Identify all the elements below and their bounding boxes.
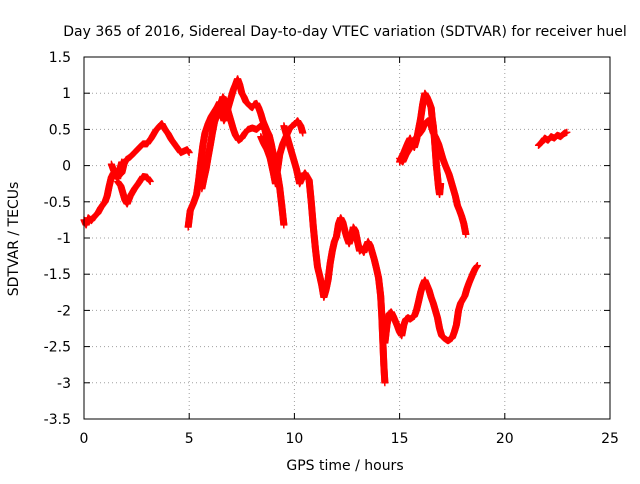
y-tick-label: -3.5 bbox=[44, 412, 71, 428]
y-tick-label: 1.5 bbox=[49, 50, 71, 66]
data-point bbox=[381, 379, 389, 387]
y-tick-label: 1 bbox=[62, 86, 71, 102]
x-tick-label: 25 bbox=[601, 431, 619, 447]
data-point bbox=[473, 262, 481, 270]
x-tick-label: 15 bbox=[391, 431, 409, 447]
x-tick-label: 20 bbox=[496, 431, 514, 447]
y-tick-label: -3 bbox=[57, 376, 71, 392]
y-tick-label: -1 bbox=[57, 231, 71, 247]
x-tick-label: 5 bbox=[185, 431, 194, 447]
data-points bbox=[80, 75, 571, 387]
data-point bbox=[437, 180, 445, 188]
y-tick-label: -2.5 bbox=[44, 340, 71, 356]
x-tick-label: 0 bbox=[80, 431, 89, 447]
data-point bbox=[563, 128, 571, 136]
y-axis-label: SDTVAR / TECUs bbox=[6, 182, 22, 297]
data-point bbox=[299, 129, 307, 137]
data-point bbox=[462, 230, 470, 238]
data-point bbox=[280, 221, 288, 229]
data-point bbox=[146, 178, 154, 186]
y-tick-label: -0.5 bbox=[44, 195, 71, 211]
y-tick-label: 0.5 bbox=[49, 122, 71, 138]
x-tick-label: 10 bbox=[285, 431, 303, 447]
data-point bbox=[185, 149, 193, 157]
y-tick-label: -2 bbox=[57, 303, 71, 319]
chart-title: Day 365 of 2016, Sidereal Day-to-day VTE… bbox=[63, 24, 626, 40]
y-tick-label: 0 bbox=[62, 159, 71, 175]
grid bbox=[84, 57, 610, 419]
axis-ticks: 0 5 10 15 20 25 -3.5 -3 -2.5 -2 -1.5 -1 -0.5 0 0.5 1 1.5 bbox=[44, 50, 619, 447]
x-axis-label: GPS time / hours bbox=[286, 458, 403, 474]
y-tick-label: -1.5 bbox=[44, 267, 71, 283]
